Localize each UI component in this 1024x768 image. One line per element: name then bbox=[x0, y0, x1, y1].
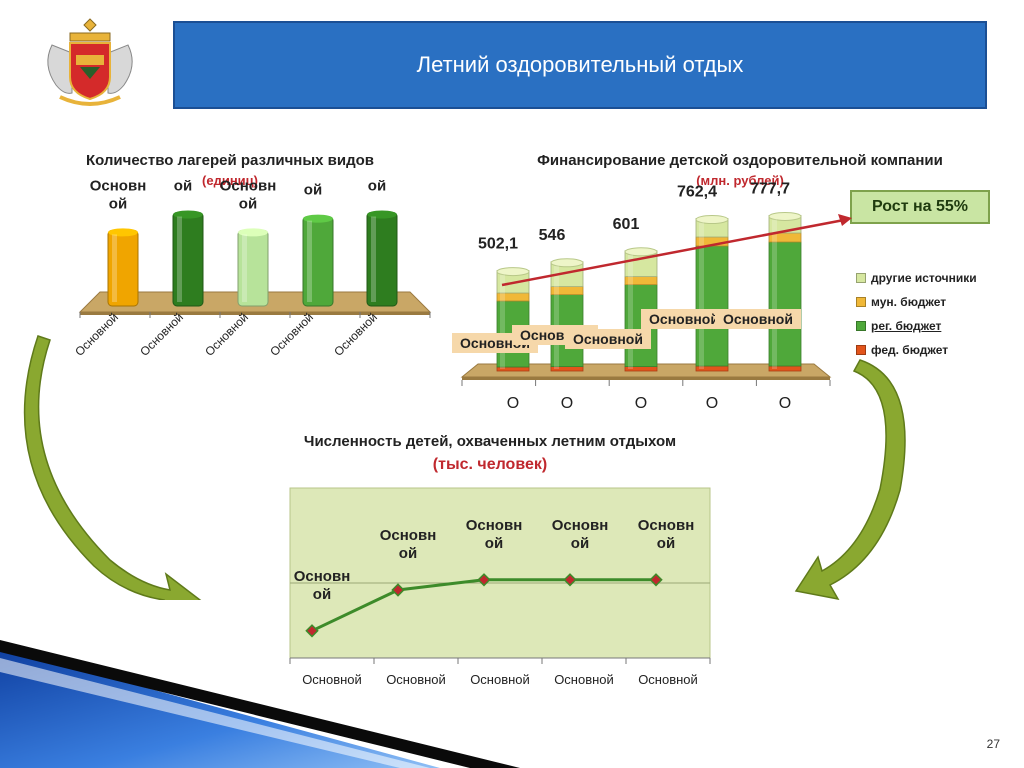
page-title: Летний оздоровительный отдых bbox=[416, 52, 744, 77]
x-tick-label: Основной bbox=[638, 672, 698, 687]
inner-label-bg bbox=[715, 309, 801, 329]
bar-cap bbox=[173, 210, 203, 219]
legend-item: фед. бюджет bbox=[856, 338, 1016, 362]
bar-highlight bbox=[500, 274, 505, 369]
data-label: Основной bbox=[155, 180, 212, 195]
bar-highlight bbox=[699, 222, 704, 369]
legend-item: мун. бюджет bbox=[856, 290, 1016, 314]
data-point bbox=[649, 573, 663, 587]
trend-arrow-head bbox=[838, 214, 852, 226]
legend-label: другие источники bbox=[871, 271, 977, 285]
x-tick-label: О bbox=[507, 395, 519, 412]
camps-chart-title: Количество лагерей различных видов bbox=[85, 152, 375, 169]
funding-chart-unit: (млн. рублей) bbox=[696, 173, 784, 188]
bar-highlight bbox=[772, 219, 777, 369]
trend-arrow-line bbox=[501, 218, 845, 287]
data-label: Основной bbox=[285, 180, 342, 199]
legend-item: рег. бюджет bbox=[856, 314, 1016, 338]
inner-label: Основной bbox=[573, 331, 643, 347]
chart-floor-edge bbox=[80, 312, 430, 315]
bar-highlight bbox=[177, 216, 182, 302]
funding-legend: другие источники мун. бюджет рег. бюджет фе… bbox=[856, 266, 1016, 362]
x-tick-label: О bbox=[635, 395, 647, 412]
children-line-chart: Основн ой Основной Основн ой Основной Основн ой… bbox=[289, 487, 711, 687]
data-point bbox=[305, 624, 319, 638]
total-label: 777,7 bbox=[750, 180, 790, 197]
total-label: 546 bbox=[539, 227, 566, 244]
left-curved-arrow bbox=[23, 335, 202, 600]
total-label: 762,4 bbox=[677, 184, 717, 201]
legend-swatch bbox=[856, 273, 866, 283]
bar-cap bbox=[496, 267, 530, 277]
flow-arrows bbox=[23, 335, 906, 600]
plot-area bbox=[289, 487, 711, 659]
inner-label-bg bbox=[641, 309, 727, 329]
data-label: Основной bbox=[349, 180, 406, 195]
inner-label: Основной bbox=[723, 311, 793, 327]
children-chart-title: Численность детей, охваченных летним отд… bbox=[303, 433, 677, 450]
stack-segment bbox=[695, 245, 729, 367]
bar-highlight bbox=[371, 216, 376, 302]
x-tick-label: О bbox=[779, 395, 791, 412]
inner-label-bg bbox=[565, 329, 651, 349]
legend-label: рег. бюджет bbox=[871, 319, 942, 333]
page-number: 27 bbox=[986, 737, 1000, 751]
inner-label: Основной bbox=[649, 311, 719, 327]
bar-cap bbox=[303, 214, 333, 223]
right-curved-arrow bbox=[794, 359, 906, 600]
x-tick-label: Основной bbox=[554, 672, 614, 687]
bar-cap bbox=[367, 210, 397, 219]
legend-swatch bbox=[856, 345, 866, 355]
bar-highlight bbox=[628, 254, 633, 369]
total-label: 601 bbox=[613, 216, 640, 233]
total-label: 502,1 bbox=[478, 236, 518, 253]
data-point bbox=[563, 573, 577, 587]
page-title-banner: Летний оздоровительный отдых bbox=[173, 21, 987, 109]
legend-swatch bbox=[856, 321, 866, 331]
funding-chart-title: Финансирование детской оздоровительной к… bbox=[537, 152, 943, 169]
bar-cap bbox=[108, 228, 138, 237]
bar-cap bbox=[768, 211, 802, 221]
data-point bbox=[477, 573, 491, 587]
data-point bbox=[391, 583, 405, 597]
bar-cap bbox=[238, 228, 268, 237]
x-tick-label: Основной bbox=[302, 672, 362, 687]
legend-label: фед. бюджет bbox=[871, 343, 949, 357]
bar-cap bbox=[624, 247, 658, 257]
x-tick-label: Основной bbox=[470, 672, 530, 687]
legend-swatch bbox=[856, 297, 866, 307]
x-tick-label: О bbox=[561, 395, 573, 412]
coat-of-arms-logo bbox=[47, 18, 133, 106]
bar-highlight bbox=[554, 265, 559, 369]
bar-cap bbox=[695, 215, 729, 225]
camps-chart-unit: (единиц) bbox=[202, 173, 258, 188]
legend-label: мун. бюджет bbox=[871, 295, 947, 309]
growth-badge: Рост на 55% bbox=[850, 190, 990, 224]
camps-bar-chart: Основной Основной Основной Основной Основной… bbox=[72, 180, 432, 359]
bar-highlight bbox=[307, 220, 312, 302]
legend-item: другие источники bbox=[856, 266, 1016, 290]
children-chart-unit: (тыс. человек) bbox=[432, 456, 548, 473]
growth-badge-label: Рост на 55% bbox=[871, 198, 969, 215]
bar-highlight bbox=[112, 234, 117, 302]
x-tick-label: О bbox=[706, 395, 718, 412]
bar-highlight bbox=[242, 234, 247, 302]
bar-cap bbox=[550, 258, 584, 268]
funding-stacked-bar-chart: 502,1О546О601О762,4О777,7ООсновнойОсновн… bbox=[452, 180, 852, 412]
x-tick-label: Основной bbox=[386, 672, 446, 687]
chart-floor-edge bbox=[462, 377, 830, 380]
